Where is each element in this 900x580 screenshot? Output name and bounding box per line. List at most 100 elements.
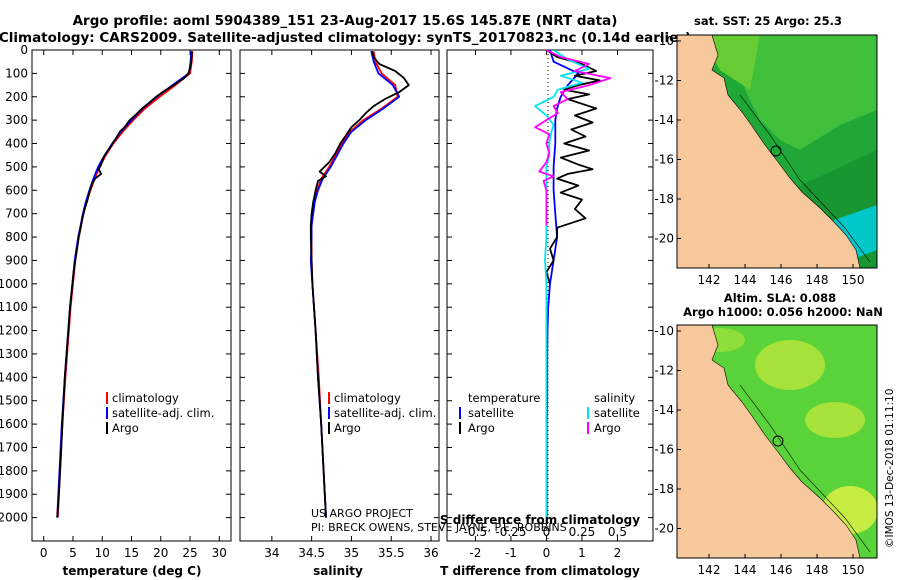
map-y-tick-label: -20 xyxy=(654,522,674,536)
top-tick-label: 0 xyxy=(543,525,551,539)
top-tick-label: -0.25 xyxy=(495,525,526,539)
series-t-satellite xyxy=(545,50,580,518)
x-tick-label: 0 xyxy=(543,546,551,560)
sla-map-title2: Argo h1000: 0.056 h2000: NaN xyxy=(683,305,883,319)
legend-t-argo: Argo xyxy=(468,421,495,435)
y-tick-label: 300 xyxy=(5,113,28,127)
map-y-tick-label: -18 xyxy=(654,192,674,206)
y-tick-label: 1300 xyxy=(0,347,28,361)
map-y-tick-label: -10 xyxy=(654,324,674,338)
top-tick-label: -0.5 xyxy=(464,525,487,539)
series-argo xyxy=(56,51,193,518)
map-x-tick-label: 148 xyxy=(806,273,829,287)
series-s-satellite xyxy=(534,50,590,518)
x-tick-label: 15 xyxy=(124,546,139,560)
map-x-tick-label: 144 xyxy=(734,563,757,577)
x-tick-label: 5 xyxy=(69,546,77,560)
salinity-panel: 34 34.5 35 35.5 36 salinity xyxy=(239,49,440,578)
sst-map-title: sat. SST: 25 Argo: 25.3 xyxy=(694,14,842,28)
y-tick-label: 1600 xyxy=(0,417,28,431)
legend-climatology: climatology xyxy=(112,391,179,405)
x-tick-label: 20 xyxy=(153,546,168,560)
y-tick-label: 1700 xyxy=(0,440,28,454)
title-line1: Argo profile: aoml 5904389_151 23-Aug-20… xyxy=(73,13,618,29)
map-x-tick-label: 142 xyxy=(698,273,721,287)
y-tick-label: 700 xyxy=(5,207,28,221)
map-x-tick-label: 150 xyxy=(842,563,865,577)
legend-s-argo: Argo xyxy=(594,421,621,435)
y-tick-label: 1900 xyxy=(0,487,28,501)
map-y-tick-label: -16 xyxy=(654,153,674,167)
difference-panel: -2 -1 0 1 2 T difference from climatology S … xyxy=(440,49,654,578)
series-t-argo xyxy=(545,50,601,285)
map-x-tick-label: 146 xyxy=(770,563,793,577)
difference-legend: temperature satellite Argo salinity sate… xyxy=(459,391,640,435)
series-argo xyxy=(309,50,410,518)
sst-map: sat. SST: 25 Argo: 25.3 142 144 146 148 150 -… xyxy=(654,14,878,287)
x-tick-label: -1 xyxy=(505,546,517,560)
map-y-tick-label: -14 xyxy=(654,403,674,417)
series-s-argo xyxy=(534,50,612,226)
x-tick-label: 35.5 xyxy=(378,546,405,560)
map-y-tick-label: -10 xyxy=(654,34,674,48)
map-y-tick-label: -12 xyxy=(654,364,674,378)
map-x-tick-label: 144 xyxy=(734,273,757,287)
top-tick-label: 0.25 xyxy=(569,525,596,539)
map-x-tick-label: 142 xyxy=(698,563,721,577)
sla-map-title1: Altim. SLA: 0.088 xyxy=(724,291,836,305)
side-label: ©IMOS 13-Dec-2018 01:11:10 xyxy=(884,389,896,548)
y-tick-label: 0 xyxy=(20,43,28,57)
map-y-tick-label: -14 xyxy=(654,113,674,127)
map-y-tick-label: -16 xyxy=(654,443,674,457)
x-tick-label: 1 xyxy=(578,546,586,560)
difference-xlabel: T difference from climatology xyxy=(440,564,640,578)
salinity-legend: climatology satellite-adj. clim. Argo xyxy=(328,391,436,435)
y-tick-label: 1000 xyxy=(0,277,28,291)
y-tick-label: 200 xyxy=(5,90,28,104)
temperature-xlabel: temperature (deg C) xyxy=(63,564,202,578)
credit-project: US ARGO PROJECT xyxy=(311,507,413,520)
map-x-tick-label: 146 xyxy=(770,273,793,287)
legend-climatology-s: climatology xyxy=(334,391,401,405)
x-tick-label: 10 xyxy=(95,546,110,560)
map-x-tick-label: 148 xyxy=(806,563,829,577)
x-tick-label: 25 xyxy=(182,546,197,560)
series-climatology xyxy=(56,51,194,518)
y-tick-label: 1800 xyxy=(0,464,28,478)
credit-pi: PI: BRECK OWENS, STEVE JAYNE, P.E. ROBBI… xyxy=(311,521,567,534)
y-tick-label: 1500 xyxy=(0,394,28,408)
top-tick-label: 0.5 xyxy=(608,525,627,539)
y-tick-label: 1200 xyxy=(0,324,28,338)
y-tick-label: 400 xyxy=(5,137,28,151)
legend-satellite: satellite-adj. clim. xyxy=(112,406,214,420)
temperature-legend: climatology satellite-adj. clim. Argo xyxy=(106,391,214,435)
y-tick-label: 900 xyxy=(5,253,28,267)
y-tick-label: 800 xyxy=(5,230,28,244)
y-tick-label: 600 xyxy=(5,183,28,197)
map-y-tick-label: -18 xyxy=(654,482,674,496)
legend-argo-s: Argo xyxy=(334,421,361,435)
y-tick-label: 500 xyxy=(5,160,28,174)
y-tick-label: 2000 xyxy=(0,511,28,525)
x-tick-label: -2 xyxy=(469,546,481,560)
legend-t-satellite: satellite xyxy=(468,406,514,420)
x-tick-label: 36 xyxy=(423,546,438,560)
legend-satellite-s: satellite-adj. clim. xyxy=(334,406,436,420)
title-line2: Climatology: CARS2009. Satellite-adjuste… xyxy=(0,30,691,46)
series-climatology xyxy=(310,51,399,518)
map-x-tick-label: 150 xyxy=(842,273,865,287)
y-tick-label: 1100 xyxy=(0,300,28,314)
x-tick-label: 0 xyxy=(40,546,48,560)
temperature-panel: 0 5 10 15 20 25 30 temperature (deg C) xyxy=(31,49,232,578)
difference-xlabel-top: S difference from climatology xyxy=(440,513,640,527)
series-satellite-adj-clim- xyxy=(309,50,401,518)
map-y-tick-label: -20 xyxy=(654,232,674,246)
legend-temperature-title: temperature xyxy=(468,391,540,405)
y-tick-label: 100 xyxy=(5,66,28,80)
x-tick-label: 34 xyxy=(264,546,279,560)
map-y-tick-label: -12 xyxy=(654,74,674,88)
x-tick-label: 30 xyxy=(212,546,227,560)
x-tick-label: 35 xyxy=(344,546,359,560)
x-tick-label: 34.5 xyxy=(298,546,325,560)
legend-argo: Argo xyxy=(112,421,139,435)
